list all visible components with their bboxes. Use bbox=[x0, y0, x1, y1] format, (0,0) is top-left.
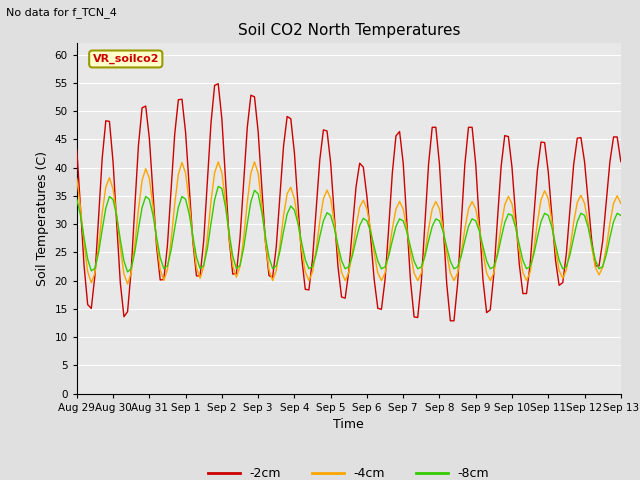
Text: No data for f_TCN_4: No data for f_TCN_4 bbox=[6, 7, 117, 18]
Legend: -2cm, -4cm, -8cm: -2cm, -4cm, -8cm bbox=[204, 462, 494, 480]
X-axis label: Time: Time bbox=[333, 418, 364, 431]
Text: VR_soilco2: VR_soilco2 bbox=[93, 54, 159, 64]
Title: Soil CO2 North Temperatures: Soil CO2 North Temperatures bbox=[237, 23, 460, 38]
Y-axis label: Soil Temperatures (C): Soil Temperatures (C) bbox=[36, 151, 49, 286]
